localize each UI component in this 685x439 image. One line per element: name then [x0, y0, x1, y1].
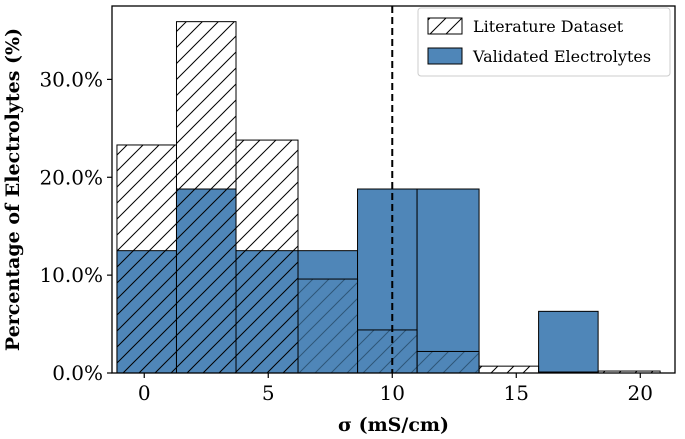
x-tick-label: 0 [138, 381, 151, 405]
y-tick-label: 20.0% [39, 165, 103, 189]
bar-literature-3 [297, 278, 359, 374]
y-axis-ticks: 0.0% 10.0% 20.0% 30.0% [39, 67, 112, 385]
x-tick-label: 15 [504, 381, 529, 405]
legend-label-literature: Literature Dataset [473, 17, 624, 36]
y-axis-label: Percentage of Electrolytes (%) [2, 28, 24, 351]
x-tick-label: 20 [628, 381, 653, 405]
x-tick-label: 10 [380, 381, 405, 405]
y-tick-label: 10.0% [39, 263, 103, 287]
bar-literature-4 [357, 329, 418, 374]
bar-validated-7 [538, 310, 599, 374]
bar-literature-1 [175, 21, 237, 374]
bar-literature-6 [478, 365, 540, 374]
x-axis-label: σ (mS/cm) [338, 414, 449, 436]
bar-literature-0 [116, 144, 177, 374]
legend-swatch-validated [427, 47, 463, 65]
y-tick-label: 0.0% [52, 361, 103, 385]
x-tick-label: 5 [262, 381, 275, 405]
y-tick-label: 30.0% [39, 67, 103, 91]
bar-literature-5 [416, 350, 480, 374]
legend-swatch-literature [427, 17, 463, 35]
legend: Literature Dataset Validated Electrolyte… [417, 7, 671, 77]
x-axis-ticks: 0 5 10 15 20 [138, 373, 653, 405]
bar-validated-5 [416, 188, 480, 374]
legend-label-validated: Validated Electrolytes [472, 47, 651, 66]
plot-frame [111, 5, 676, 374]
legend-box [417, 7, 671, 77]
bar-literature-2 [235, 139, 299, 374]
